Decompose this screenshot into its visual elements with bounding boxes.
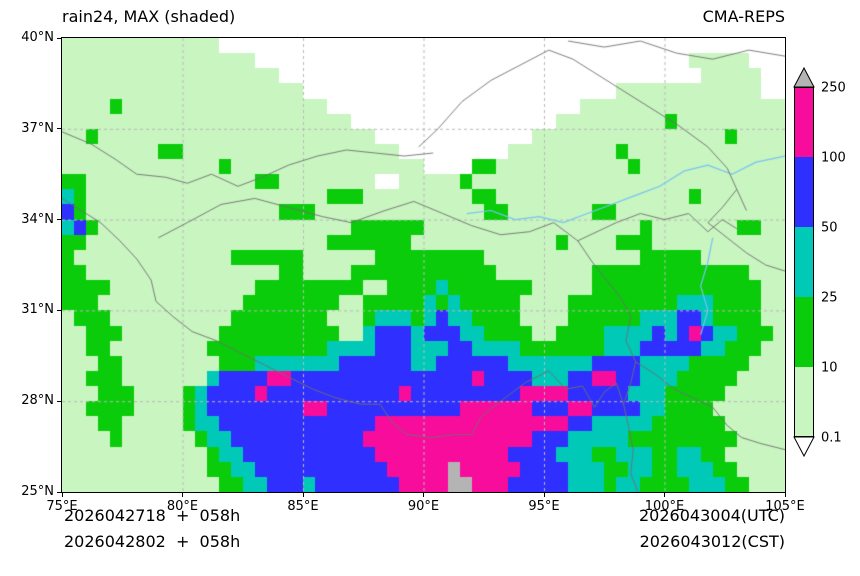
colorbar-over-arrow [793, 66, 815, 88]
y-tick-label: 28°N [21, 393, 54, 409]
x-tick-mark [302, 492, 304, 497]
plot-title: rain24, MAX (shaded) [62, 7, 236, 26]
colorbar-segment [794, 227, 814, 297]
x-tick-label: 80°E [166, 499, 199, 514]
x-tick-mark [182, 492, 183, 497]
x-tick-label: 100°E [644, 499, 685, 514]
y-tick-label: 34°N [21, 211, 54, 227]
y-tick-label: 40°N [21, 30, 54, 45]
y-tick-label: 37°N [21, 120, 54, 136]
y-tick-mark [57, 309, 62, 311]
model-label: CMA-REPS [702, 7, 785, 26]
colorbar-tick-label: 50 [821, 221, 838, 236]
y-tick-mark [57, 219, 62, 221]
x-tick-label: 95°E [528, 499, 560, 514]
colorbar-segment [794, 367, 814, 437]
colorbar-tick-label: 100 [821, 151, 846, 166]
x-tick-label: 75°E [46, 499, 78, 514]
colorbar-tick-label: 250 [821, 81, 846, 96]
y-tick-mark [57, 400, 62, 402]
colorbar-under-arrow [793, 436, 815, 458]
x-tick-mark [784, 492, 786, 497]
x-tick-label: 85°E [287, 499, 319, 514]
x-tick-mark [61, 492, 63, 497]
x-tick-mark [664, 492, 665, 497]
x-tick-mark [423, 492, 424, 497]
valid-time-utc: 2026043004(UTC) [639, 506, 785, 525]
init-time-line1: 2026042718 + 058h [64, 506, 241, 525]
y-tick-mark [57, 128, 62, 130]
precip-shading-canvas [62, 38, 785, 492]
valid-time-cst: 2026043012(CST) [639, 532, 785, 551]
x-tick-label: 105°E [765, 499, 805, 514]
y-tick-label: 25°N [21, 484, 54, 499]
colorbar-segment [794, 87, 814, 157]
y-tick-mark [57, 491, 62, 493]
colorbar-tick-label: 0.1 [821, 431, 842, 446]
x-tick-mark [543, 492, 545, 497]
colorbar-tick-label: 25 [821, 291, 838, 306]
x-tick-label: 90°E [407, 499, 440, 514]
y-tick-mark [57, 37, 62, 39]
map-plot-area [61, 37, 786, 493]
colorbar-segment [794, 157, 814, 227]
init-time-line2: 2026042802 + 058h [64, 532, 241, 551]
colorbar-tick-label: 10 [821, 361, 838, 376]
colorbar: 0.1 10 25 50 100 250 [793, 66, 846, 458]
colorbar-segment [794, 297, 814, 367]
y-tick-label: 31°N [21, 302, 54, 318]
